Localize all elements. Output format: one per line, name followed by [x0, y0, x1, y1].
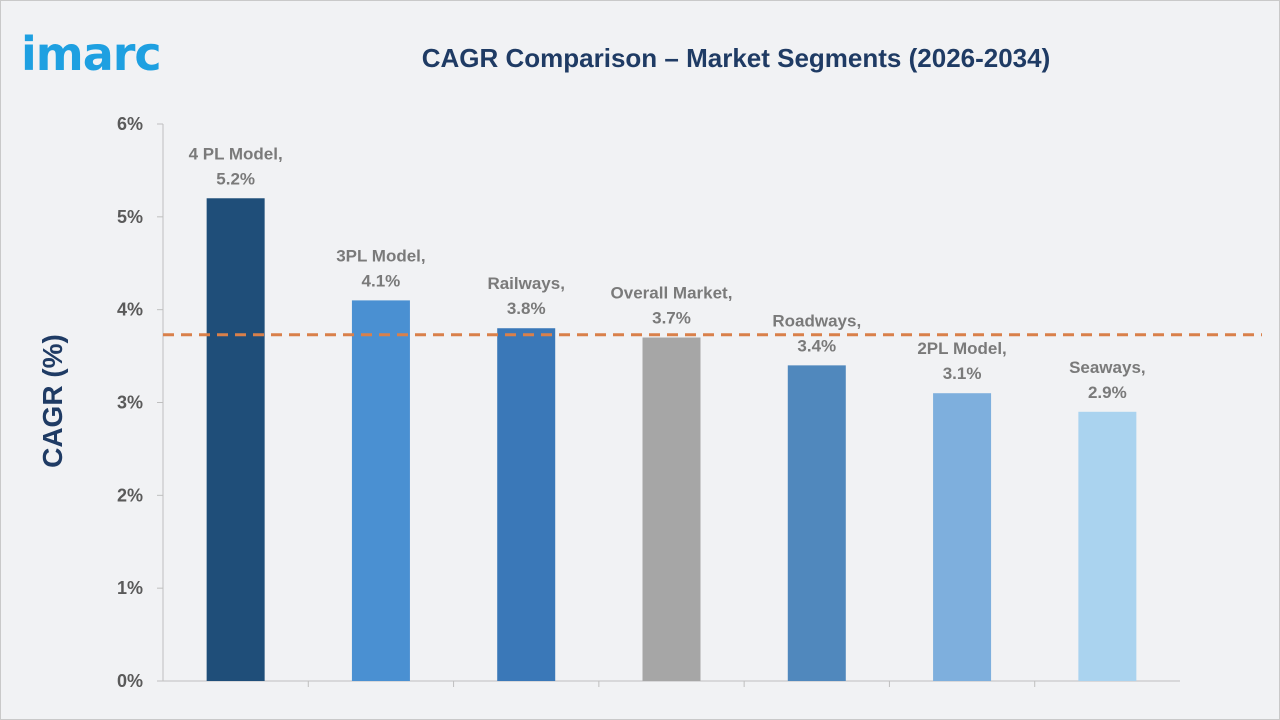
data-label-category: 2PL Model, — [917, 339, 1006, 358]
imarc-logo: imarc — [21, 27, 162, 81]
y-tick-label: 5% — [117, 207, 143, 227]
data-label-category: 4 PL Model, — [189, 144, 283, 163]
y-tick-label: 1% — [117, 578, 143, 598]
y-tick-label: 0% — [117, 671, 143, 691]
chart-title: CAGR Comparison – Market Segments (2026-… — [421, 43, 1051, 73]
bar-3pl-model — [351, 300, 410, 681]
bar-overall-market — [642, 337, 701, 681]
y-tick-label: 4% — [117, 300, 143, 320]
bar-2pl-model — [933, 393, 992, 681]
data-label-value: 4.1% — [362, 271, 401, 290]
data-label-value: 5.2% — [216, 169, 255, 188]
data-label-category: Roadways, — [772, 311, 861, 330]
data-label-value: 3.7% — [652, 309, 691, 328]
data-label-value: 3.1% — [943, 364, 982, 383]
data-label-value: 3.8% — [507, 299, 546, 318]
data-label-value: 3.4% — [797, 336, 836, 355]
data-label-category: Seaways, — [1069, 358, 1146, 377]
bar-roadways — [787, 365, 846, 681]
bar-seaways — [1078, 411, 1137, 681]
data-label-category: Railways, — [487, 274, 565, 293]
y-tick-label: 3% — [117, 393, 143, 413]
bar-4-pl-model — [206, 198, 265, 681]
bar-railways — [497, 328, 556, 681]
y-tick-label: 2% — [117, 485, 143, 505]
data-label-category: Overall Market, — [611, 284, 733, 303]
data-label-category: 3PL Model, — [336, 246, 425, 265]
y-tick-label: 6% — [117, 114, 143, 134]
data-label-value: 2.9% — [1088, 383, 1127, 402]
